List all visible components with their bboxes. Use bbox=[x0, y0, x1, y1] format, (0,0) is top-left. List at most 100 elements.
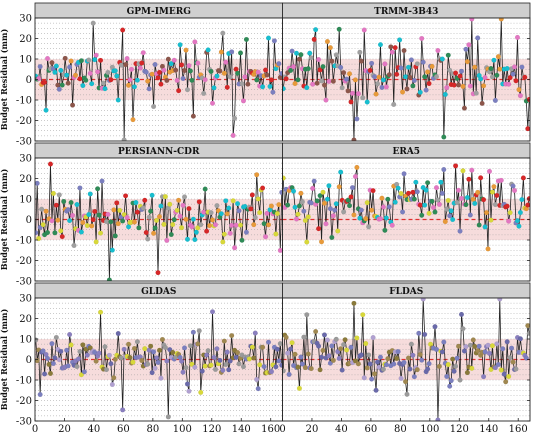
residual-point bbox=[202, 363, 208, 369]
residual-point bbox=[171, 57, 177, 63]
residual-point bbox=[367, 67, 373, 73]
y-tick-label: -30 bbox=[16, 417, 32, 428]
residual-point bbox=[186, 63, 192, 69]
residual-point bbox=[366, 352, 372, 358]
residual-point bbox=[492, 97, 498, 103]
residual-point bbox=[80, 219, 86, 226]
residual-point bbox=[233, 354, 239, 361]
residual-point bbox=[44, 355, 51, 362]
residual-point bbox=[360, 95, 366, 101]
residual-point bbox=[123, 193, 129, 199]
residual-point bbox=[109, 381, 115, 388]
residual-point bbox=[457, 377, 463, 383]
residual-point bbox=[514, 218, 521, 224]
residual-point bbox=[35, 180, 40, 186]
residual-point bbox=[56, 357, 62, 363]
residual-point bbox=[389, 49, 395, 55]
residual-point bbox=[260, 185, 266, 191]
residual-point bbox=[288, 67, 294, 73]
residual-point bbox=[37, 64, 43, 70]
residual-point bbox=[220, 239, 226, 245]
residual-point bbox=[254, 376, 260, 383]
residual-point bbox=[277, 341, 283, 347]
residual-point bbox=[156, 69, 163, 75]
residual-point bbox=[257, 362, 263, 368]
residual-point bbox=[455, 187, 462, 193]
residual-point bbox=[507, 75, 513, 81]
residual-point bbox=[392, 199, 398, 205]
residual-point bbox=[179, 225, 185, 231]
residual-point bbox=[448, 208, 454, 214]
residual-point bbox=[498, 177, 504, 183]
residual-point bbox=[311, 178, 317, 184]
residual-point bbox=[308, 366, 314, 372]
residual-point bbox=[432, 209, 438, 215]
residual-point bbox=[249, 192, 255, 198]
residual-point bbox=[349, 185, 356, 191]
residual-point bbox=[146, 86, 152, 92]
residual-point bbox=[400, 209, 406, 215]
residual-point bbox=[324, 337, 330, 343]
residual-point bbox=[364, 200, 370, 206]
residual-point bbox=[398, 191, 404, 197]
residual-point bbox=[158, 203, 164, 209]
residual-point bbox=[44, 230, 51, 236]
residual-point bbox=[165, 414, 171, 420]
panel-era5: ERA5 bbox=[282, 142, 531, 282]
residual-point bbox=[492, 201, 498, 208]
residual-point bbox=[44, 55, 51, 62]
residual-point bbox=[80, 342, 86, 348]
residual-point bbox=[183, 47, 189, 53]
residual-point bbox=[488, 217, 494, 223]
residual-point bbox=[255, 386, 261, 392]
residual-point bbox=[402, 74, 409, 80]
residual-point bbox=[489, 343, 495, 349]
residual-point bbox=[156, 347, 163, 353]
residual-point bbox=[329, 343, 335, 349]
residual-point bbox=[131, 219, 137, 225]
residual-point bbox=[167, 201, 173, 207]
residual-point bbox=[453, 163, 459, 169]
residual-point bbox=[451, 82, 457, 88]
residual-point bbox=[267, 83, 273, 90]
residual-point bbox=[370, 188, 376, 194]
residual-point bbox=[374, 359, 381, 365]
residual-point bbox=[285, 202, 291, 208]
panel-gpm-imerg: GPM-IMERG bbox=[34, 2, 283, 142]
residual-point bbox=[224, 211, 230, 217]
residual-point bbox=[290, 188, 297, 194]
panel-title: FLDAS bbox=[389, 287, 423, 297]
residual-point bbox=[321, 332, 328, 338]
residual-point bbox=[67, 218, 73, 224]
residual-point bbox=[120, 27, 126, 33]
residual-point bbox=[377, 42, 384, 48]
residual-point bbox=[223, 59, 229, 65]
residual-point bbox=[497, 298, 503, 302]
residual-point bbox=[87, 191, 93, 197]
residual-point bbox=[478, 76, 484, 82]
residual-point bbox=[68, 342, 74, 348]
residual-point bbox=[212, 222, 219, 228]
residual-point bbox=[152, 365, 158, 371]
residual-point bbox=[461, 105, 467, 111]
residual-point bbox=[432, 324, 438, 330]
residual-point bbox=[130, 359, 136, 365]
residual-point bbox=[509, 345, 515, 351]
residual-point bbox=[184, 87, 191, 93]
residual-point bbox=[195, 60, 201, 66]
residual-point bbox=[469, 18, 475, 22]
residual-point bbox=[519, 197, 525, 203]
residual-point bbox=[394, 355, 400, 362]
residual-point bbox=[504, 203, 510, 209]
residual-point bbox=[329, 58, 335, 64]
residual-point bbox=[425, 366, 431, 372]
residual-point bbox=[511, 64, 518, 70]
residual-point bbox=[81, 369, 87, 375]
residual-point bbox=[209, 100, 216, 106]
residual-point bbox=[401, 359, 407, 366]
residual-point bbox=[49, 341, 55, 347]
residual-point bbox=[308, 200, 314, 206]
residual-point bbox=[78, 58, 84, 64]
residual-point bbox=[58, 67, 64, 73]
residual-point bbox=[279, 71, 283, 77]
